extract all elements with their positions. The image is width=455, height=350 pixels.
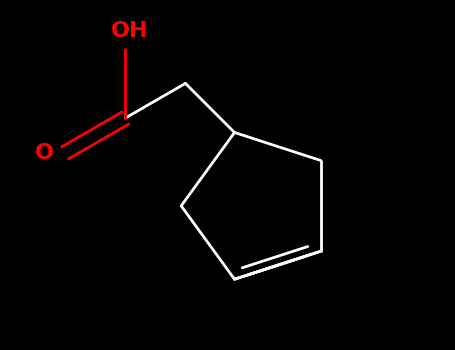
Text: O: O <box>35 143 54 163</box>
Text: OH: OH <box>111 21 148 41</box>
